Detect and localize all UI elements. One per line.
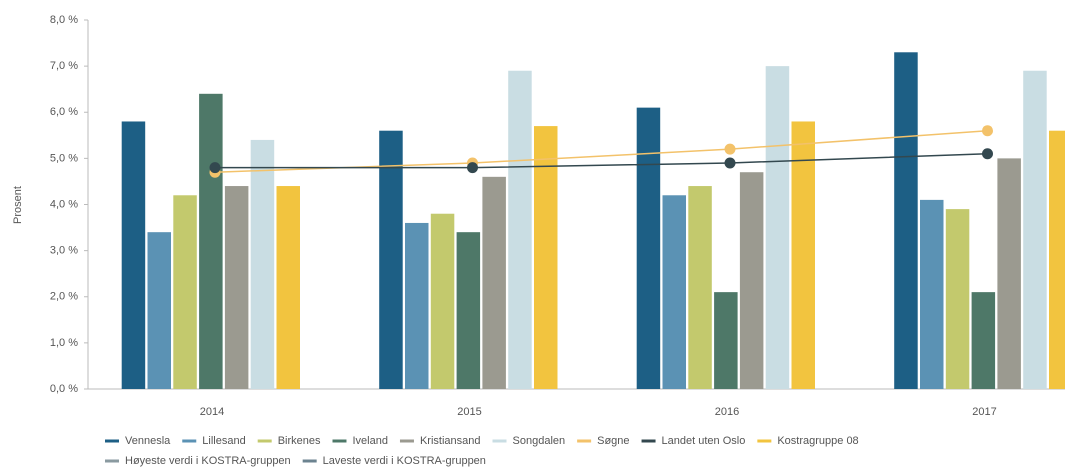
legend-item: Søgne — [577, 435, 630, 447]
bar — [1023, 70, 1047, 390]
bar — [662, 195, 686, 389]
y-tick-label: 1,0 % — [50, 337, 78, 349]
bar — [482, 176, 506, 389]
legend-label: Vennesla — [125, 435, 171, 447]
x-tick-label: 2014 — [200, 406, 224, 418]
line-point — [467, 162, 478, 174]
y-tick-label: 3,0 % — [50, 245, 78, 257]
legend-label: Laveste verdi i KOSTRA-gruppen — [323, 455, 486, 467]
legend-item: Songdalen — [492, 435, 566, 447]
bar — [224, 186, 249, 389]
y-tick-label: 5,0 % — [50, 152, 78, 164]
legend-item: Kostragruppe 08 — [757, 435, 859, 447]
bar — [688, 186, 712, 389]
y-tick-label: 8,0 % — [50, 14, 78, 26]
bar — [379, 130, 403, 389]
legend-label: Landet uten Oslo — [662, 435, 746, 447]
bar — [508, 70, 532, 390]
bar — [739, 172, 764, 389]
bar — [1049, 130, 1065, 389]
y-tick-label: 7,0 % — [50, 60, 78, 72]
bar — [456, 232, 481, 389]
x-tick-label: 2017 — [972, 406, 996, 418]
bar — [430, 213, 455, 389]
legend-label: Kostragruppe 08 — [777, 435, 858, 447]
x-tick-label: 2016 — [715, 406, 739, 418]
bar — [534, 126, 558, 390]
y-tick-label: 0,0 % — [50, 383, 78, 395]
bar — [971, 292, 996, 389]
line-point — [724, 143, 736, 155]
bar — [250, 139, 275, 389]
legend-label: Iveland — [352, 435, 387, 447]
legend-item: Kristiansand — [399, 435, 481, 447]
legend-label: Kristiansand — [420, 435, 481, 447]
bar — [636, 107, 661, 389]
bar — [791, 121, 815, 389]
legend-label: Søgne — [597, 435, 629, 447]
legend-label: Lillesand — [202, 435, 245, 447]
bar — [405, 222, 429, 389]
y-tick-label: 2,0 % — [50, 291, 78, 303]
legend-item: Vennesla — [105, 435, 171, 447]
y-tick-label: 4,0 % — [50, 198, 78, 210]
legend-item: Laveste verdi i KOSTRA-gruppen — [302, 455, 486, 467]
bar — [894, 52, 918, 389]
line-point — [724, 157, 736, 169]
legend-item: Lillesand — [182, 435, 246, 447]
bar — [147, 232, 171, 389]
legend-label: Høyeste verdi i KOSTRA-gruppen — [125, 455, 291, 467]
line-point — [209, 162, 221, 174]
x-tick-label: 2015 — [457, 406, 481, 418]
legend-item: Landet uten Oslo — [641, 435, 746, 447]
legend-item: Høyeste verdi i KOSTRA-gruppen — [105, 455, 291, 467]
bar — [199, 93, 223, 390]
bar — [173, 195, 197, 389]
line-point — [982, 148, 993, 160]
legend-item: Birkenes — [257, 435, 321, 447]
bar — [765, 66, 790, 389]
bar — [714, 292, 738, 389]
bar — [997, 158, 1021, 389]
line-point — [982, 125, 993, 137]
legend-label: Birkenes — [278, 435, 321, 447]
line — [215, 153, 988, 169]
y-tick-label: 6,0 % — [50, 106, 78, 118]
bar — [920, 199, 944, 389]
bar — [276, 186, 300, 389]
legend-item: Iveland — [332, 435, 388, 447]
y-axis-label: Prosent — [12, 186, 24, 224]
legend-label: Songdalen — [513, 435, 566, 447]
bar — [945, 209, 970, 389]
bar — [121, 121, 146, 389]
